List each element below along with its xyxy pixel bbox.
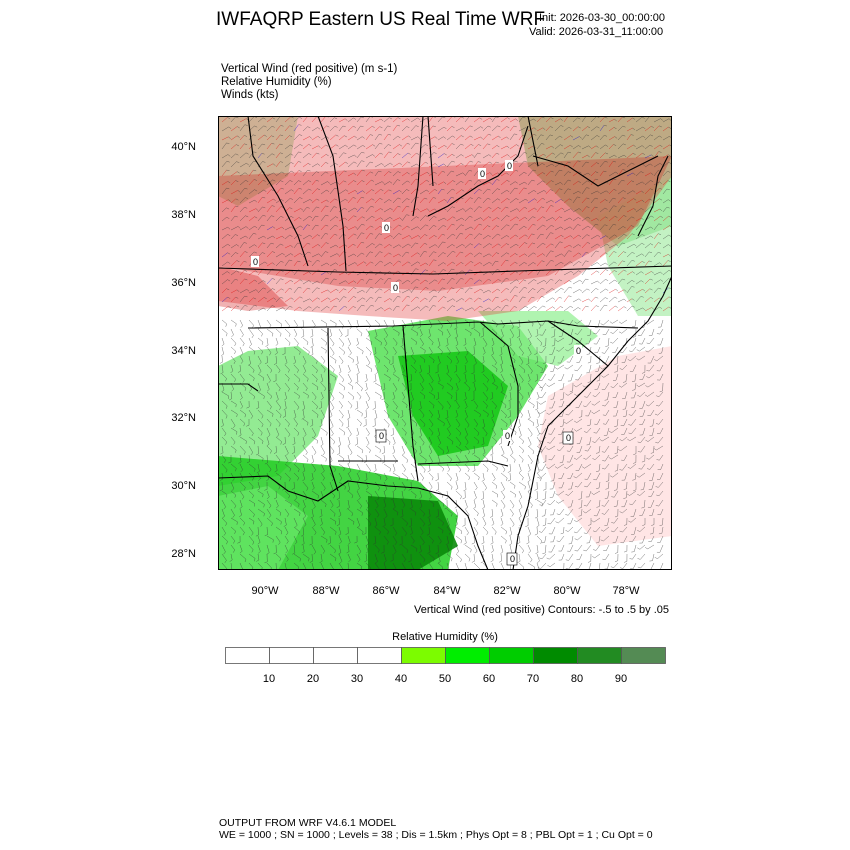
contour-label: 0	[505, 160, 513, 171]
valid-time: Valid: 2026-03-31_11:00:00	[529, 26, 664, 38]
colorbar-label: 60	[482, 673, 496, 685]
colorbar-swatch	[269, 647, 314, 664]
colorbar-label: 10	[262, 673, 276, 685]
lat-label-40n: 40°N	[171, 141, 196, 153]
lat-label-30n: 30°N	[171, 480, 196, 492]
colorbar-swatch	[533, 647, 578, 664]
colorbar-label: 50	[438, 673, 452, 685]
colorbar-swatch	[313, 647, 358, 664]
map-frame	[218, 116, 672, 570]
contour-label: 0	[382, 222, 390, 233]
colorbar-label: 20	[306, 673, 320, 685]
contour-label: 0	[251, 256, 259, 267]
lon-label-80w: 80°W	[553, 585, 581, 597]
colorbar	[225, 647, 666, 664]
wind-barbs	[219, 116, 672, 570]
colorbar-swatch	[489, 647, 534, 664]
lat-label-28n: 28°N	[171, 548, 196, 560]
plot-title: IWFAQRP Eastern US Real Time WRF	[216, 9, 546, 30]
humidity-fill	[218, 116, 672, 570]
contour-label: 0	[375, 429, 387, 443]
contour-label: 0	[574, 345, 582, 356]
lat-label-32n: 32°N	[171, 412, 196, 424]
colorbar-label: 70	[526, 673, 540, 685]
weather-map: 0 0 0 0 0 0 0 0 0 0	[218, 116, 672, 570]
colorbar-label: 40	[394, 673, 408, 685]
field-label-winds: Winds (kts)	[221, 89, 279, 101]
lon-label-82w: 82°W	[493, 585, 521, 597]
contour-label: 0	[478, 168, 486, 179]
state-borders	[218, 116, 672, 570]
lat-label-36n: 36°N	[171, 277, 196, 289]
contour-label-group: 0 0 0 0 0 0 0 0 0 0	[251, 160, 582, 566]
field-label-relative-humidity: Relative Humidity (%)	[221, 76, 332, 88]
colorbar-swatch	[445, 647, 490, 664]
field-label-vertical-wind: Vertical Wind (red positive) (m s-1)	[221, 63, 398, 75]
lat-label-38n: 38°N	[171, 209, 196, 221]
colorbar-label: 80	[570, 673, 584, 685]
contour-info: Vertical Wind (red positive) Contours: -…	[414, 604, 669, 616]
lon-label-84w: 84°W	[433, 585, 461, 597]
lat-label-34n: 34°N	[171, 345, 196, 357]
colorbar-swatch	[357, 647, 402, 664]
contour-label: 0	[503, 430, 511, 441]
lon-label-86w: 86°W	[372, 585, 400, 597]
colorbar-title: Relative Humidity (%)	[392, 631, 498, 643]
lon-label-88w: 88°W	[312, 585, 340, 597]
contour-label: 0	[562, 431, 574, 445]
contour-label: 0	[506, 552, 518, 566]
lon-label-90w: 90°W	[251, 585, 279, 597]
footer-settings: WE = 1000 ; SN = 1000 ; Levels = 38 ; Di…	[219, 829, 653, 841]
colorbar-swatch	[577, 647, 622, 664]
colorbar-label: 30	[350, 673, 364, 685]
colorbar-swatch	[621, 647, 666, 664]
colorbar-swatch	[225, 647, 270, 664]
contour-label: 0	[391, 282, 399, 293]
init-time: Init: 2026-03-30_00:00:00	[539, 12, 665, 24]
lon-label-78w: 78°W	[612, 585, 640, 597]
colorbar-swatch	[401, 647, 446, 664]
colorbar-label: 90	[614, 673, 628, 685]
footer-model: OUTPUT FROM WRF V4.6.1 MODEL	[219, 817, 397, 829]
